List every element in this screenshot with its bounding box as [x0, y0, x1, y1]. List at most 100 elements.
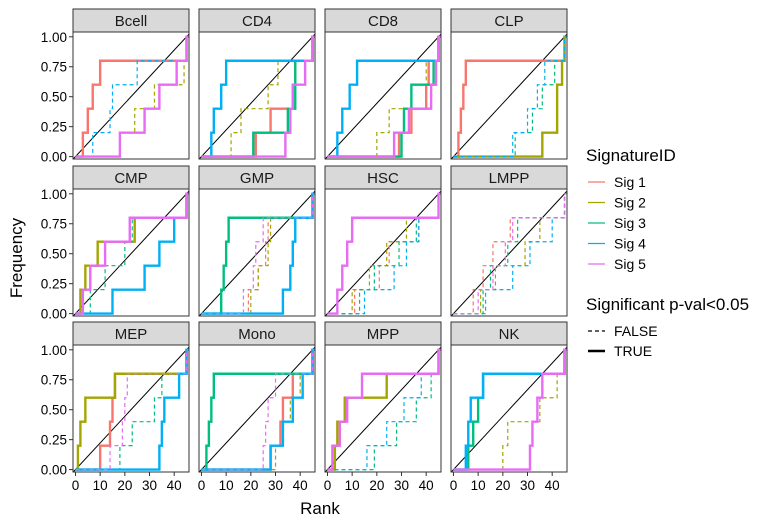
ecdf-line-sig-5	[327, 192, 441, 315]
facet-title: Bcell	[115, 13, 148, 30]
facet-title: MPP	[367, 326, 400, 343]
y-tick-label: 1.00	[41, 30, 67, 45]
panel-border	[72, 31, 190, 160]
y-tick-label: 0.25	[41, 120, 67, 135]
y-tick-label: 0.75	[41, 373, 67, 388]
facet-title: CD8	[368, 13, 398, 30]
facet-panel-hsc: HSC	[324, 165, 442, 317]
x-tick-label: 30	[520, 478, 535, 493]
y-tick-label: 0.50	[41, 247, 67, 262]
panel-border	[324, 31, 442, 160]
facet-panel-gmp: GMP	[198, 165, 316, 317]
legend-linetype-title: Significant p-val<0.05	[586, 295, 749, 314]
y-tick-label: 0.00	[41, 463, 67, 478]
facet-title: NK	[499, 326, 520, 343]
y-axis-label: Frequency	[7, 217, 26, 298]
x-axis-label: Rank	[300, 499, 340, 518]
ecdf-line-sig-5	[201, 35, 315, 158]
diagonal-reference-line	[451, 33, 567, 159]
x-tick-label: 10	[345, 478, 360, 493]
legend-color-label: Sig 2	[614, 195, 646, 211]
ecdf-line-sig-5	[201, 193, 315, 315]
ecdf-line-sig-5	[75, 349, 189, 471]
facet-title: HSC	[367, 170, 399, 187]
facet-panel-lmpp: LMPP	[450, 165, 568, 317]
ecdf-line-sig-5	[453, 348, 567, 471]
y-tick-label: 0.00	[41, 307, 67, 322]
x-tick-label: 20	[117, 478, 132, 493]
x-tick-label: 40	[293, 478, 308, 493]
legend-linetype-label: TRUE	[614, 343, 652, 359]
x-tick-label: 10	[93, 478, 108, 493]
panel-border	[450, 344, 568, 473]
panel-border	[72, 188, 190, 317]
y-tick-label: 0.25	[41, 277, 67, 292]
x-tick-label: 0	[324, 478, 332, 493]
panel-border	[198, 31, 316, 160]
ecdf-line-sig-5	[327, 35, 441, 158]
y-tick-label: 0.50	[41, 403, 67, 418]
diagonal-reference-line	[325, 190, 441, 316]
legend-linetype-label: FALSE	[614, 323, 658, 339]
facet-title: LMPP	[489, 170, 530, 187]
legend-color-label: Sig 1	[614, 174, 646, 190]
panel-border	[324, 188, 442, 317]
legend-color-title: SignatureID	[586, 146, 676, 165]
x-tick-label: 30	[394, 478, 409, 493]
y-tick-label: 0.50	[41, 90, 67, 105]
facet-panel-cd4: CD4	[198, 8, 316, 160]
diagonal-reference-line	[199, 33, 315, 159]
facet-panel-clp: CLP	[450, 8, 568, 160]
y-tick-label: 0.75	[41, 60, 67, 75]
panel-border	[450, 188, 568, 317]
ecdf-line-sig-5	[327, 348, 441, 471]
x-tick-label: 0	[198, 478, 206, 493]
panel-border	[324, 344, 442, 473]
y-tick-label: 0.75	[41, 217, 67, 232]
facet-panels: Bcell 0.00 0.25 0.50 0.75 1.00 CD4 CD8 CLP CMP 0.0…	[41, 8, 568, 493]
panel-border	[450, 31, 568, 160]
x-tick-label: 20	[369, 478, 384, 493]
panel-border	[198, 188, 316, 317]
ecdf-line-sig-5	[75, 35, 189, 158]
y-tick-label: 0.00	[41, 150, 67, 165]
legend-color-label: Sig 4	[614, 236, 646, 252]
facet-panel-cd8: CD8	[324, 8, 442, 160]
y-tick-label: 0.25	[41, 433, 67, 448]
facet-title: MEP	[115, 326, 148, 343]
facet-title: CLP	[494, 13, 523, 30]
x-tick-label: 30	[268, 478, 283, 493]
ecdf-line-sig-5	[201, 349, 315, 471]
legend-linetype-items: FALSE TRUE	[588, 323, 658, 359]
legend: SignatureID Sig 1 Sig 2 Sig 3 Sig 4 Sig 5 Si…	[586, 146, 749, 359]
diagonal-reference-line	[325, 33, 441, 159]
facet-title: GMP	[240, 170, 274, 187]
diagonal-reference-line	[199, 190, 315, 316]
ecdf-line-sig-5	[453, 193, 567, 315]
ecdf-line-sig-4	[453, 36, 567, 158]
ecdf-line-sig-5	[75, 192, 189, 315]
panel-border	[72, 344, 190, 473]
facet-panel-mpp: MPP 0 10 20 30 40	[324, 321, 442, 493]
legend-color-label: Sig 5	[614, 256, 646, 272]
diagonal-reference-line	[73, 190, 189, 316]
x-tick-label: 10	[471, 478, 486, 493]
facet-panel-bcell: Bcell 0.00 0.25 0.50 0.75 1.00	[41, 8, 190, 165]
x-tick-label: 40	[545, 478, 560, 493]
x-tick-label: 20	[243, 478, 258, 493]
facet-title: Mono	[238, 326, 276, 343]
facet-title: CD4	[242, 13, 272, 30]
y-tick-label: 1.00	[41, 187, 67, 202]
x-tick-label: 40	[419, 478, 434, 493]
x-tick-label: 40	[167, 478, 182, 493]
facet-panel-nk: NK 0 10 20 30 40	[450, 321, 568, 493]
diagonal-reference-line	[199, 346, 315, 472]
legend-color-label: Sig 3	[614, 215, 646, 231]
panel-border	[198, 344, 316, 473]
legend-color-items: Sig 1 Sig 2 Sig 3 Sig 4 Sig 5	[588, 174, 646, 272]
diagonal-reference-line	[451, 190, 567, 316]
facet-panel-cmp: CMP 0.00 0.25 0.50 0.75 1.00	[41, 165, 190, 322]
ecdf-line-sig-2	[453, 35, 567, 158]
diagonal-reference-line	[325, 346, 441, 472]
